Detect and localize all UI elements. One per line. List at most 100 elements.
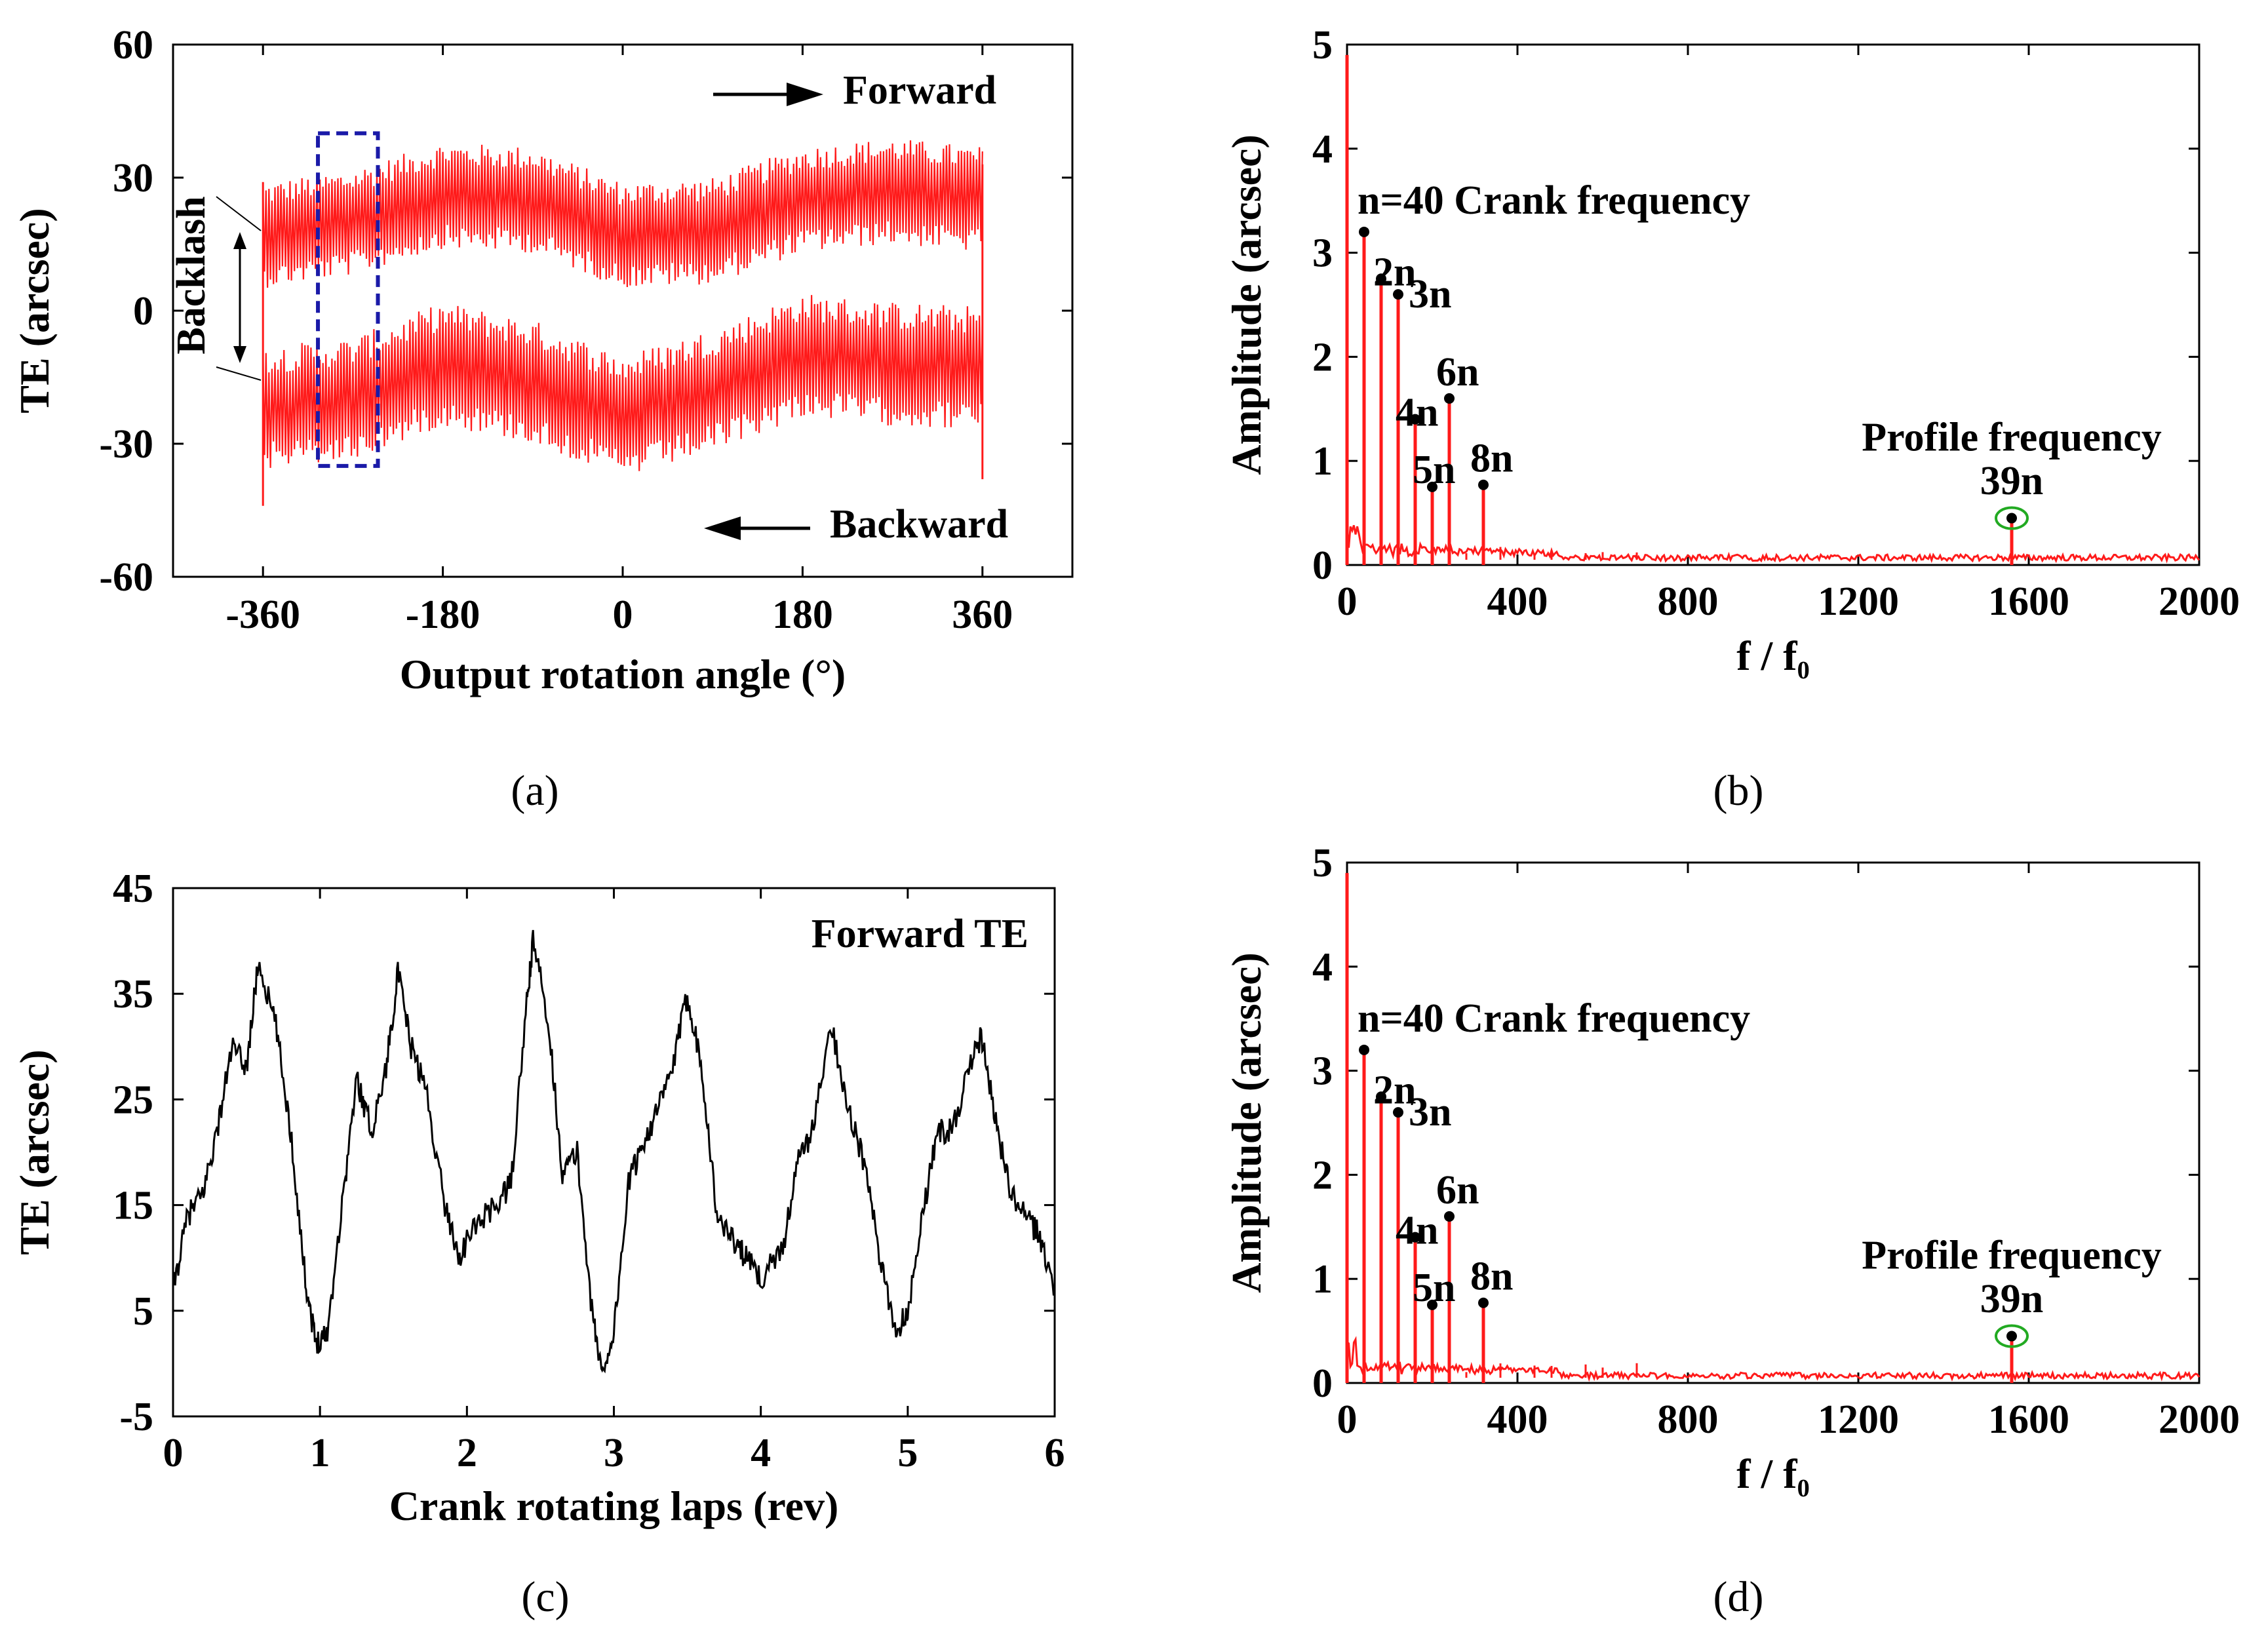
x-tick-label: 3 <box>604 1431 624 1475</box>
x-tick-label: 400 <box>1487 579 1548 624</box>
backlash-leader-top <box>216 196 262 231</box>
peak-label: 2n <box>1373 250 1416 294</box>
x-tick-label: 800 <box>1658 1397 1719 1442</box>
y-tick-label: 4 <box>1312 945 1333 990</box>
plot-frame <box>1346 43 2200 566</box>
y-axis-label: Amplitude (arcsec) <box>1223 134 1270 475</box>
peak-label: n=40 Crank frequency <box>1358 178 1750 223</box>
peak-marker <box>1478 1297 1489 1308</box>
y-tick-label: 15 <box>113 1184 153 1228</box>
x-tick-label: 1200 <box>1818 579 1899 624</box>
y-tick-label: 5 <box>1312 23 1333 68</box>
peak-label: 4n <box>1396 391 1438 435</box>
y-tick-label: 0 <box>1312 543 1333 588</box>
x-tick-label: 5 <box>897 1431 918 1475</box>
x-tick-label: 0 <box>613 593 633 637</box>
highlight-box <box>316 131 380 468</box>
y-axis-label: TE (arcsec) <box>11 208 58 413</box>
peak-label: 6n <box>1436 1168 1479 1213</box>
x-tick-label: 1200 <box>1818 1397 1899 1442</box>
x-axis-label: f / f₀ <box>1736 1450 1810 1497</box>
x-tick-label: 2 <box>457 1431 477 1475</box>
y-tick-label: 2 <box>1312 1153 1333 1197</box>
y-tick-label: 0 <box>133 289 153 334</box>
y-tick-label: 3 <box>1312 1049 1333 1094</box>
x-tick-label: -180 <box>406 593 480 637</box>
y-tick-label: -30 <box>99 422 153 467</box>
spectrum-noise <box>1346 525 2200 564</box>
legend-label: Forward TE <box>811 912 1028 956</box>
peak-marker <box>1427 481 1437 492</box>
x-tick-label: 6 <box>1045 1431 1065 1475</box>
peak-label: 3n <box>1409 272 1451 317</box>
peak-marker <box>1410 414 1420 425</box>
panel-d: 0 400 800 1200 1600 2000 0 1 2 3 4 5 f / f₀ Amplitude… <box>1223 841 2240 1497</box>
y-tick-label: 1 <box>1312 1257 1333 1302</box>
x-tick-label: 800 <box>1658 579 1719 624</box>
y-tick-label: 60 <box>113 23 153 68</box>
x-tick-label: 2000 <box>2159 1397 2240 1442</box>
x-tick-label: 4 <box>751 1431 771 1475</box>
peak-label: 8n <box>1470 437 1513 481</box>
x-tick-label: -360 <box>225 593 300 637</box>
y-axis-label: Amplitude (arcsec) <box>1223 952 1270 1293</box>
x-tick-label: 360 <box>952 593 1013 637</box>
profile-circle <box>1995 506 2029 530</box>
x-tick-label: 400 <box>1487 1397 1548 1442</box>
peak-label: 5n <box>1413 448 1455 492</box>
panel-a: -360 -180 0 180 360 -60 -30 0 30 60 Output rotatio… <box>11 23 1074 697</box>
peak-label: n=40 Crank frequency <box>1358 996 1750 1041</box>
x-tick-label: 2000 <box>2159 579 2240 624</box>
spectrum-noise <box>1346 1336 2200 1382</box>
peak-marker <box>1427 1299 1437 1310</box>
x-tick-label: 1600 <box>1988 579 2069 624</box>
y-tick-label: 30 <box>113 156 153 201</box>
series-line-forward-te <box>172 929 1056 1374</box>
y-tick-label: 1 <box>1312 439 1333 484</box>
peak-marker <box>1359 226 1369 237</box>
x-tick-label: 0 <box>1337 1397 1358 1442</box>
peak-label: 3n <box>1409 1090 1451 1135</box>
x-axis-label: Output rotation angle (°) <box>400 651 846 697</box>
profile-frequency-label: Profile frequency <box>1862 1233 2161 1277</box>
caption-b: (b) <box>1713 767 1764 815</box>
peak-label: 5n <box>1413 1266 1455 1310</box>
peak-marker <box>2006 513 2017 524</box>
peak-label: 4n <box>1396 1209 1438 1253</box>
y-tick-label: 3 <box>1312 231 1333 276</box>
backlash-arrowhead-top <box>233 232 246 249</box>
x-tick-label: 0 <box>1337 579 1358 624</box>
forward-label: Forward <box>843 68 996 113</box>
y-axis-label: TE (arcsec) <box>11 1049 58 1255</box>
backward-label: Backward <box>830 502 1008 547</box>
series-line-forward <box>262 140 983 288</box>
y-tick-label: 4 <box>1312 127 1333 172</box>
x-axis-label: f / f₀ <box>1736 632 1810 679</box>
peak-label: 8n <box>1470 1255 1513 1299</box>
y-tick-label: 25 <box>113 1078 153 1122</box>
peak-marker <box>1376 1091 1386 1102</box>
caption-c: (c) <box>521 1573 569 1621</box>
caption-a: (a) <box>511 767 558 815</box>
profile-harmonic-label: 39n <box>1980 459 2043 503</box>
peak-label: 6n <box>1436 350 1479 395</box>
backlash-arrowhead-bottom <box>233 346 246 363</box>
x-tick-label: 0 <box>163 1431 184 1475</box>
peak-marker <box>1359 1044 1369 1055</box>
plot-frame <box>172 43 1074 578</box>
peak-marker <box>1410 1232 1420 1243</box>
peak-marker <box>1478 479 1489 490</box>
caption-d: (d) <box>1713 1573 1764 1621</box>
profile-circle <box>1995 1324 2029 1348</box>
backlash-label: Backlash <box>169 196 214 354</box>
x-tick-label: 180 <box>772 593 833 637</box>
panel-b: 0 400 800 1200 1600 2000 0 1 2 3 4 5 f / f₀ Amplitude… <box>1223 23 2240 679</box>
y-tick-label: 2 <box>1312 335 1333 379</box>
series-line-backward <box>262 295 983 471</box>
y-tick-label: -60 <box>99 555 153 600</box>
y-tick-label: 45 <box>113 866 153 911</box>
backlash-leader-bottom <box>216 366 262 381</box>
x-tick-label: 1 <box>310 1431 330 1475</box>
